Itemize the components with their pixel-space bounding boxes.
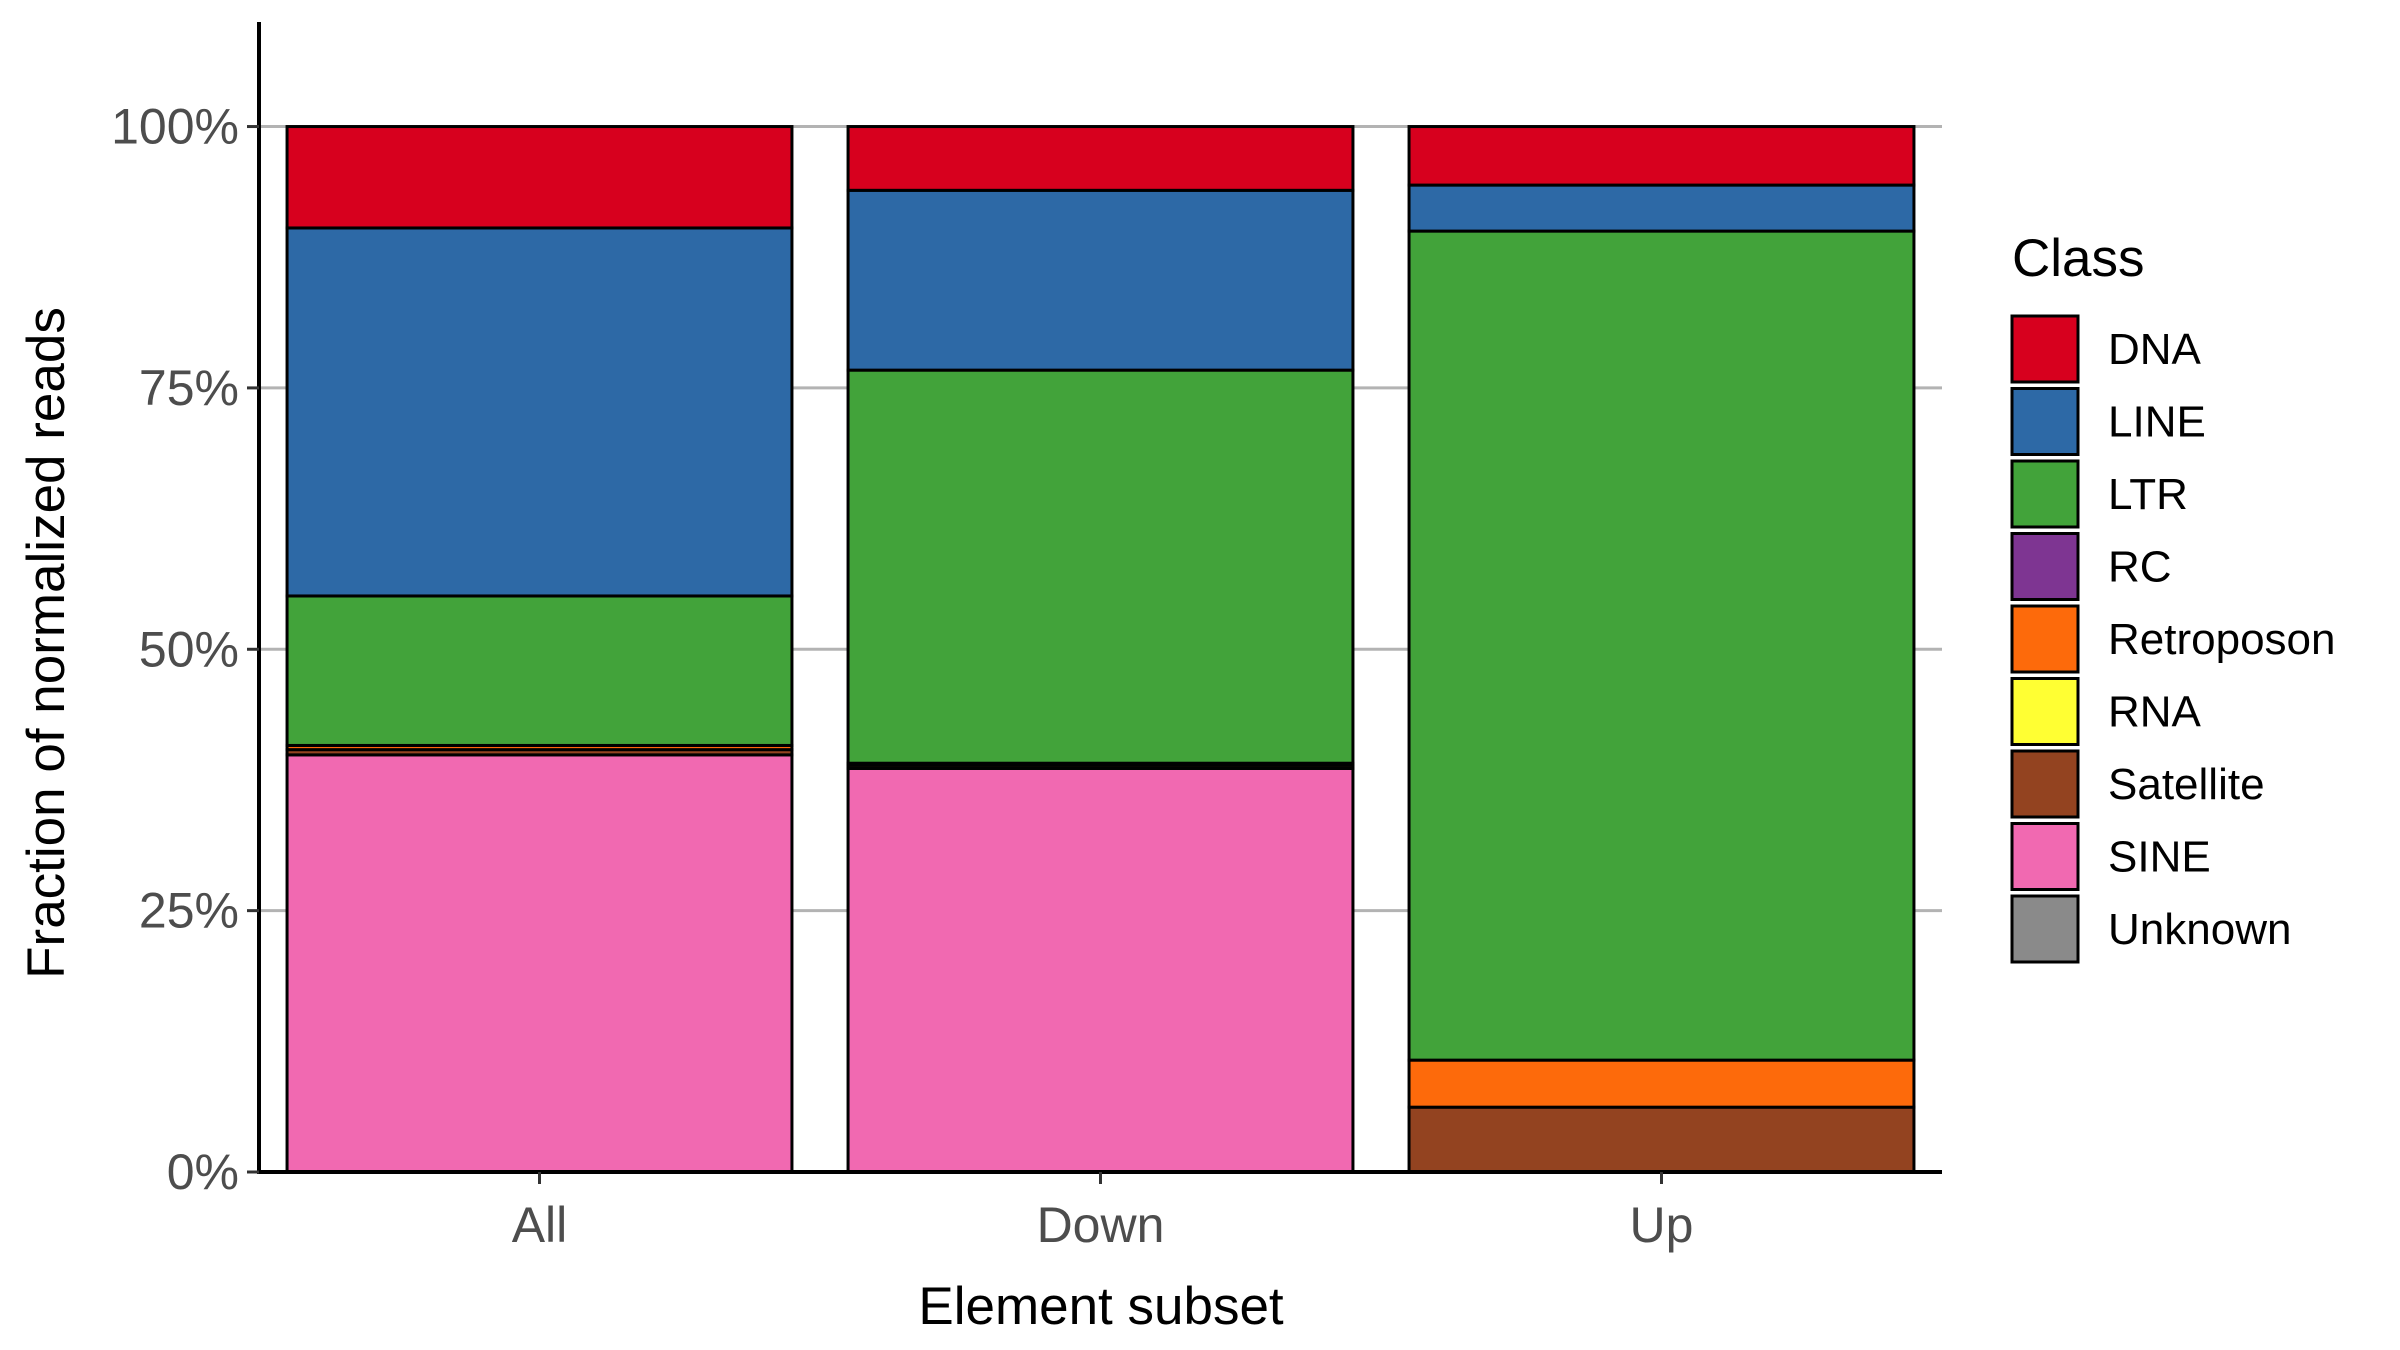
- legend-item-rc: RC: [2010, 532, 2172, 601]
- bar-segment-ltr-up: [1407, 229, 1916, 1062]
- bar-segment-sine-all: [285, 753, 794, 1174]
- x-axis-title: Element subset: [918, 1277, 1284, 1336]
- y-ticks: 0% 25% 50% 75% 100%: [111, 99, 259, 1200]
- legend-key: [2010, 387, 2080, 456]
- legend-item-retroposon: Retroposon: [2010, 604, 2335, 674]
- legend: Class DNA LINE LTR RC Retroposon RNA Satellite…: [2010, 229, 2335, 964]
- legend-label: LTR: [2108, 470, 2188, 519]
- bar-segment-dna-down: [846, 125, 1355, 192]
- x-ticks: All Down Up: [512, 1172, 1694, 1253]
- legend-item-ltr: LTR: [2010, 459, 2188, 529]
- legend-label: Satellite: [2108, 760, 2265, 809]
- legend-title: Class: [2012, 229, 2145, 288]
- legend-key: [2010, 532, 2080, 601]
- bar-segment-dna-up: [1407, 125, 1916, 187]
- legend-label: Retroposon: [2108, 615, 2335, 664]
- legend-label: RC: [2108, 543, 2172, 592]
- bar-segment-line-all: [285, 226, 794, 598]
- legend-key: [2010, 894, 2080, 964]
- legend-key: [2010, 677, 2080, 746]
- legend-item-dna: DNA: [2010, 314, 2202, 384]
- legend-item-satellite: Satellite: [2010, 749, 2265, 819]
- bars: [285, 125, 1916, 1174]
- bar-segment-line-up: [1407, 183, 1916, 233]
- legend-item-unknown: Unknown: [2010, 894, 2291, 964]
- bar-segment-retroposon-up: [1407, 1058, 1916, 1109]
- legend-key: [2010, 459, 2080, 529]
- legend-label: DNA: [2108, 325, 2202, 374]
- bar-segment-dna-all: [285, 125, 794, 230]
- legend-key: [2010, 314, 2080, 384]
- legend-label: LINE: [2108, 398, 2206, 447]
- legend-label: RNA: [2108, 688, 2202, 737]
- bar-segment-sine-down: [846, 766, 1355, 1174]
- y-tick-label: 100%: [111, 99, 239, 155]
- legend-item-sine: SINE: [2010, 822, 2211, 891]
- y-axis-title: Fraction of normalized reads: [17, 307, 76, 979]
- legend-key: [2010, 749, 2080, 819]
- bar-segment-ltr-all: [285, 594, 794, 747]
- legend-item-rna: RNA: [2010, 677, 2202, 746]
- bar-segment-satellite-up: [1407, 1105, 1916, 1174]
- y-tick-label: 0%: [167, 1144, 239, 1200]
- y-tick-label: 25%: [139, 883, 239, 939]
- legend-key: [2010, 822, 2080, 891]
- bar-segment-ltr-down: [846, 368, 1355, 765]
- legend-label: SINE: [2108, 833, 2211, 882]
- y-tick-label: 75%: [139, 360, 239, 416]
- legend-key: [2010, 604, 2080, 674]
- y-tick-label: 50%: [139, 621, 239, 677]
- legend-label: Unknown: [2108, 905, 2291, 954]
- bar-segment-line-down: [846, 188, 1355, 372]
- legend-item-line: LINE: [2010, 387, 2206, 456]
- x-tick-label: Down: [1037, 1197, 1165, 1253]
- x-tick-label: Up: [1630, 1197, 1694, 1253]
- x-tick-label: All: [512, 1197, 568, 1253]
